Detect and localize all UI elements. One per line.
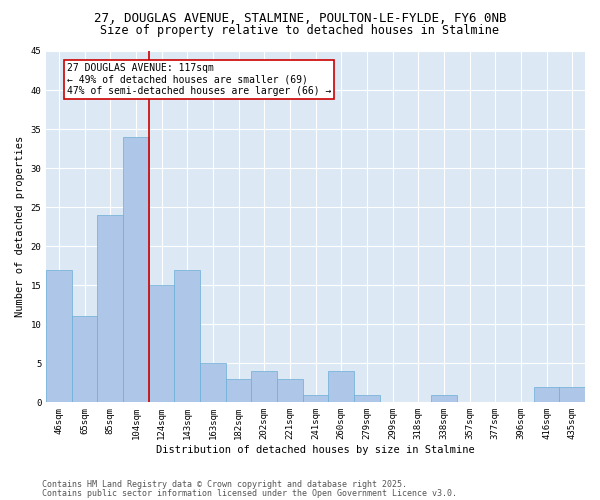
Bar [559,386,585,402]
Bar [46,270,72,402]
Text: 27 DOUGLAS AVENUE: 117sqm
← 49% of detached houses are smaller (69)
47% of semi-: 27 DOUGLAS AVENUE: 117sqm ← 49% of detac… [67,62,331,96]
Bar [226,379,251,402]
Bar [277,379,303,402]
Text: Contains public sector information licensed under the Open Government Licence v3: Contains public sector information licen… [42,488,457,498]
Bar [123,137,149,402]
Text: 27, DOUGLAS AVENUE, STALMINE, POULTON-LE-FYLDE, FY6 0NB: 27, DOUGLAS AVENUE, STALMINE, POULTON-LE… [94,12,506,26]
Bar [72,316,97,402]
Bar [97,215,123,402]
Bar [328,371,354,402]
X-axis label: Distribution of detached houses by size in Stalmine: Distribution of detached houses by size … [156,445,475,455]
Bar [431,394,457,402]
Y-axis label: Number of detached properties: Number of detached properties [15,136,25,318]
Text: Contains HM Land Registry data © Crown copyright and database right 2025.: Contains HM Land Registry data © Crown c… [42,480,407,489]
Bar [354,394,380,402]
Bar [200,364,226,403]
Text: Size of property relative to detached houses in Stalmine: Size of property relative to detached ho… [101,24,499,37]
Bar [251,371,277,402]
Bar [533,386,559,402]
Bar [175,270,200,402]
Bar [149,285,175,403]
Bar [303,394,328,402]
